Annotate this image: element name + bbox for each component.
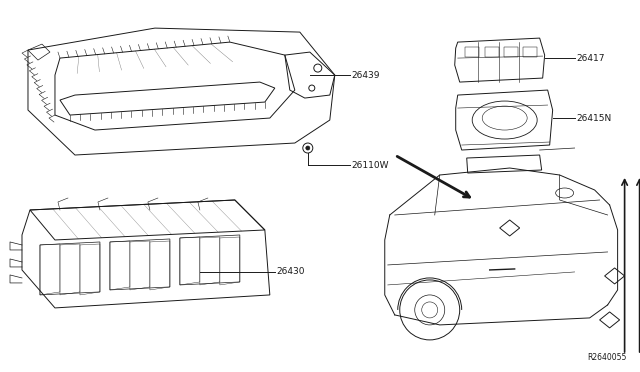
Text: 26430: 26430: [277, 267, 305, 276]
Text: 26110W: 26110W: [352, 160, 389, 170]
Circle shape: [306, 146, 310, 150]
Bar: [465, 47, 479, 57]
Bar: [484, 47, 499, 57]
Text: 26439: 26439: [352, 71, 380, 80]
Bar: [523, 47, 537, 57]
Text: 26415N: 26415N: [577, 113, 612, 122]
Text: R2640055: R2640055: [588, 353, 627, 362]
Bar: [504, 47, 518, 57]
Text: 26417: 26417: [577, 54, 605, 62]
